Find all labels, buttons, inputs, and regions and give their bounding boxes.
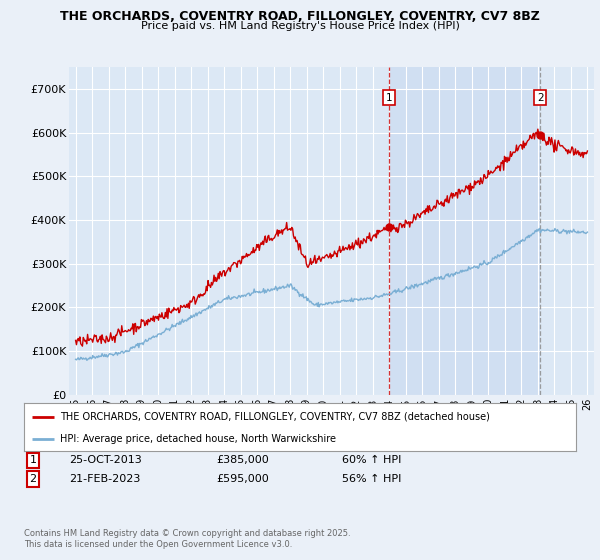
Text: 60% ↑ HPI: 60% ↑ HPI bbox=[342, 455, 401, 465]
Text: 1: 1 bbox=[29, 455, 37, 465]
Text: £595,000: £595,000 bbox=[216, 474, 269, 484]
Bar bbox=[389, 67, 541, 395]
Text: THE ORCHARDS, COVENTRY ROAD, FILLONGLEY, COVENTRY, CV7 8BZ: THE ORCHARDS, COVENTRY ROAD, FILLONGLEY,… bbox=[60, 10, 540, 22]
Text: £385,000: £385,000 bbox=[216, 455, 269, 465]
Text: 56% ↑ HPI: 56% ↑ HPI bbox=[342, 474, 401, 484]
Text: 1: 1 bbox=[386, 93, 392, 103]
Text: HPI: Average price, detached house, North Warwickshire: HPI: Average price, detached house, Nort… bbox=[60, 434, 336, 444]
Text: 25-OCT-2013: 25-OCT-2013 bbox=[69, 455, 142, 465]
Text: 21-FEB-2023: 21-FEB-2023 bbox=[69, 474, 140, 484]
Text: Price paid vs. HM Land Registry's House Price Index (HPI): Price paid vs. HM Land Registry's House … bbox=[140, 21, 460, 31]
Text: 2: 2 bbox=[29, 474, 37, 484]
Text: Contains HM Land Registry data © Crown copyright and database right 2025.
This d: Contains HM Land Registry data © Crown c… bbox=[24, 529, 350, 549]
Text: THE ORCHARDS, COVENTRY ROAD, FILLONGLEY, COVENTRY, CV7 8BZ (detached house): THE ORCHARDS, COVENTRY ROAD, FILLONGLEY,… bbox=[60, 412, 490, 422]
Text: 2: 2 bbox=[537, 93, 544, 103]
